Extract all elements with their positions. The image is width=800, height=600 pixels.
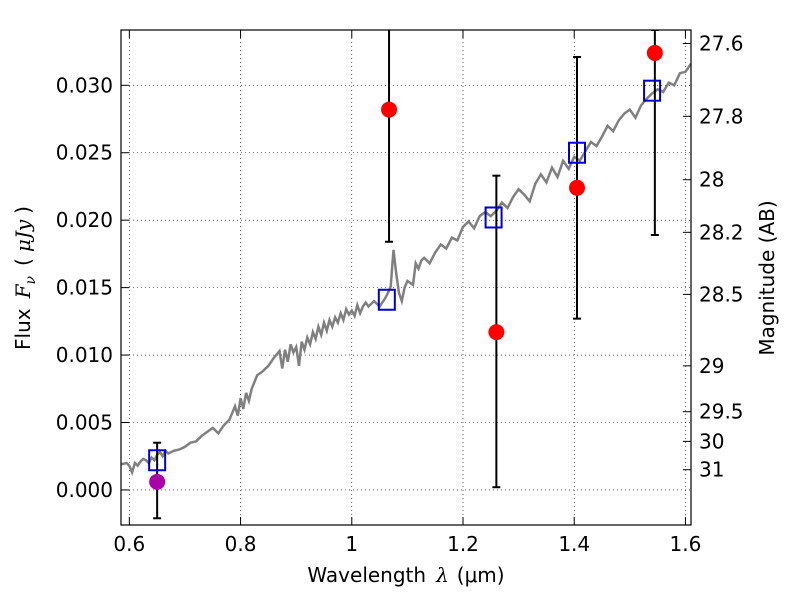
y2-tick-label: 31	[699, 458, 724, 482]
y-axis-ticks: 0.000 0.005 0.010 0.015 0.020 0.025 0.030	[56, 73, 129, 502]
x-tick-label: 1.4	[558, 532, 590, 556]
x-tick-label: 0.8	[225, 532, 257, 556]
y2-tick-label: 28.2	[699, 220, 744, 244]
model-spectrum-line	[121, 62, 691, 477]
observed-point	[381, 101, 398, 118]
observed-point	[646, 44, 663, 61]
model-photometry-square	[484, 206, 503, 229]
y2-axis-label: Magnitude (AB)	[755, 200, 779, 355]
plot-frame	[120, 29, 692, 526]
error-bars	[153, 30, 659, 520]
x-axis-label-prefix: Wavelength	[307, 563, 426, 587]
observed-point	[488, 324, 505, 341]
y2-tick-label: 29	[699, 354, 724, 378]
y2-tick-label: 28.5	[699, 282, 744, 306]
y-axis-label-prefix: Flux	[11, 308, 35, 350]
y2-tick-label: 30	[699, 429, 724, 453]
y-axis-label-subscript: ν	[23, 276, 39, 285]
y-tick-label: 0.000	[56, 478, 113, 502]
observed-point	[569, 179, 585, 196]
model-photometry-square	[568, 141, 586, 164]
y-axis-label: FluxFν(μJy)	[11, 206, 39, 350]
model-photometry-square	[377, 288, 396, 311]
observed-points	[149, 44, 663, 490]
y-tick-label: 0.020	[56, 208, 113, 232]
x-axis-label-symbol: λ	[435, 563, 449, 587]
y-tick-label: 0.030	[56, 73, 113, 97]
y2-tick-label: 29.5	[699, 400, 744, 424]
y2-axis-ticks: 27.6 27.8 28 28.2 28.5 29 29.5 30 31	[683, 31, 744, 482]
x-tick-label: 1.6	[670, 532, 702, 556]
observed-point	[149, 473, 166, 490]
y2-tick-label: 27.6	[699, 31, 744, 55]
x-axis-ticks: 0.6 0.8 1 1.2 1.4 1.6	[113, 30, 701, 556]
model-photometry-squares	[148, 79, 662, 472]
x-tick-label: 0.6	[113, 532, 145, 556]
model-photometry-square	[643, 79, 662, 102]
grid	[121, 30, 691, 525]
y-tick-label: 0.010	[56, 343, 113, 367]
y-tick-label: 0.025	[56, 141, 113, 165]
y2-tick-label: 27.8	[699, 104, 744, 128]
y2-tick-label: 28	[699, 168, 724, 192]
y-axis-label-unit: μJy	[11, 219, 35, 252]
model-photometry-square	[148, 449, 167, 472]
y-tick-label: 0.005	[56, 410, 113, 434]
y-axis-label-symbol: F	[11, 283, 35, 299]
y-tick-label: 0.015	[56, 276, 113, 300]
x-axis-label-unit: (μm)	[457, 563, 505, 587]
x-tick-label: 1.2	[447, 532, 479, 556]
x-tick-label: 1	[345, 532, 358, 556]
x-axis-label: Wavelength λ (μm)	[307, 563, 504, 587]
